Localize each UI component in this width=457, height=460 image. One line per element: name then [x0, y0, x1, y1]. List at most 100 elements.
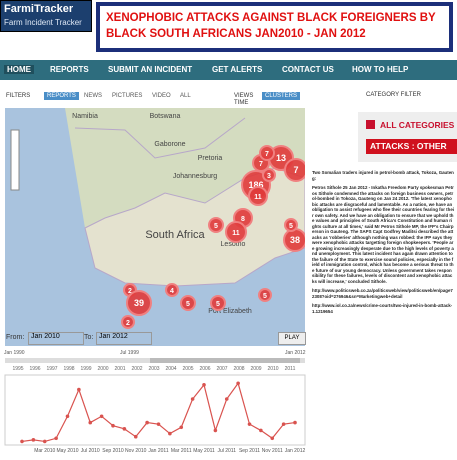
data-point — [111, 423, 115, 428]
cluster-label: 4 — [170, 288, 174, 295]
slider-label: Jan 2012 — [285, 350, 306, 356]
tagline: Farm Incident Tracker — [4, 18, 82, 27]
data-point — [88, 420, 93, 425]
data-point — [122, 427, 127, 431]
year-label: 2005 — [182, 366, 193, 372]
nav-item[interactable]: HOME — [4, 65, 34, 74]
nav-item[interactable]: REPORTS — [50, 65, 89, 74]
map-label: Pretoria — [198, 155, 223, 162]
x-tick-label: May 2010 — [57, 448, 79, 454]
data-point — [99, 414, 104, 419]
map-label: Botswana — [150, 113, 181, 120]
x-tick-label: Sep 2010 — [102, 448, 124, 454]
to-select[interactable]: Jan 2012 — [96, 332, 152, 345]
year-label: 2003 — [148, 366, 159, 372]
cluster-label: 38 — [290, 235, 300, 245]
timeline: Jan 1990 Jul 1999 Jan 2012 1995 1996 1997 1998… — [4, 350, 306, 454]
map-label: Namibia — [72, 113, 98, 120]
data-point — [42, 439, 47, 444]
year-label: 2004 — [165, 366, 176, 372]
slider-label: Jan 1990 — [4, 350, 25, 356]
cluster[interactable] — [225, 221, 247, 243]
cluster[interactable] — [259, 145, 275, 161]
logo-box: FarmiTracker Farm Incident Tracker — [0, 0, 92, 32]
plot-area — [4, 374, 306, 446]
data-point — [202, 383, 206, 387]
ocean — [5, 108, 305, 346]
article-paragraph: http://www.politicsweb.co.za/politicsweb… — [312, 288, 453, 299]
data-point — [259, 428, 263, 433]
nav-bar — [0, 60, 457, 80]
year-label: 2011 — [285, 366, 296, 372]
filter-item[interactable]: ALL — [180, 93, 191, 99]
year-label: 2007 — [216, 366, 227, 372]
cluster[interactable] — [165, 283, 179, 297]
nav-item[interactable]: GET ALERTS — [212, 65, 263, 74]
filter-item[interactable]: NEWS — [84, 93, 102, 99]
category-item[interactable]: ALL CATEGORIES — [380, 120, 455, 130]
year-label: 2001 — [114, 366, 125, 372]
nav-item[interactable]: CONTACT US — [282, 65, 334, 74]
cluster[interactable] — [210, 295, 226, 311]
from-select[interactable]: Jan 2010 — [28, 332, 84, 345]
data-point — [31, 438, 36, 442]
filter-item[interactable]: VIDEO — [152, 93, 171, 99]
cluster[interactable] — [248, 186, 268, 206]
cluster-label: 5 — [186, 301, 190, 308]
title-box: XENOPHOBIC ATTACKS AGAINST BLACK FOREIGN… — [96, 2, 453, 52]
year-label: 2006 — [199, 366, 210, 372]
year-label: 1996 — [29, 366, 40, 372]
map[interactable]: Namibia Botswana Gaborone Pretoria Johannesb… — [5, 108, 305, 346]
cluster[interactable] — [258, 288, 272, 302]
nav-item[interactable]: HOW TO HELP — [352, 65, 409, 74]
filter-item[interactable]: PICTURES — [112, 93, 143, 99]
year-label: 2002 — [131, 366, 142, 372]
slider-label: Jul 1999 — [120, 350, 139, 356]
year-label: 2010 — [267, 366, 278, 372]
cluster-label: 11 — [254, 194, 262, 201]
x-tick-label: Nov 2011 — [262, 448, 283, 454]
cluster-label: 2 — [126, 320, 130, 327]
data-point — [145, 420, 149, 425]
logo[interactable]: FarmiTracker — [4, 3, 74, 15]
data-point — [54, 436, 58, 441]
cluster-label: 13 — [276, 153, 286, 163]
nav-item[interactable]: SUBMIT AN INCIDENT — [108, 65, 193, 74]
filter-item[interactable]: REPORTS — [44, 92, 79, 100]
category-item[interactable]: ATTACKS : OTHER — [366, 139, 457, 154]
cluster-label: 11 — [232, 230, 240, 237]
cluster[interactable] — [284, 218, 298, 232]
year-label: 1997 — [46, 366, 57, 372]
page-title: XENOPHOBIC ATTACKS AGAINST BLACK FOREIGN… — [106, 12, 436, 40]
year-label: 2008 — [233, 366, 244, 372]
category-filter[interactable]: CATEGORY FILTER — [366, 92, 421, 98]
cluster[interactable] — [126, 290, 152, 316]
article-paragraph: Two Somalian traders injured in petrol-b… — [312, 170, 454, 181]
data-point — [190, 397, 195, 401]
article-paragraph: Petros Sithole 25 Jan 2012 - Inkatha Fre… — [312, 185, 454, 284]
data-point — [77, 387, 81, 392]
map-label: Port Elizabeth — [208, 308, 252, 315]
time-label: TIME — [234, 100, 249, 106]
x-tick-label: May 2011 — [193, 448, 215, 454]
data-point — [179, 425, 184, 430]
clusters-button[interactable]: CLUSTERS — [262, 92, 301, 100]
cluster[interactable] — [262, 168, 276, 182]
zoom-control[interactable] — [10, 129, 20, 191]
data-point — [20, 439, 24, 444]
x-tick-label: Mar 2011 — [171, 448, 192, 454]
data-point — [156, 422, 161, 426]
cluster[interactable] — [121, 315, 135, 329]
x-tick-label: Mar 2010 — [34, 448, 55, 454]
cluster[interactable] — [180, 295, 196, 311]
cluster-label: 2 — [128, 288, 132, 295]
cluster-label: 7 — [293, 165, 298, 175]
data-point — [65, 414, 70, 419]
cluster[interactable] — [284, 158, 305, 182]
map-label: Gaborone — [154, 141, 185, 148]
cluster[interactable] — [208, 217, 224, 233]
play-button[interactable]: PLAY — [278, 332, 306, 345]
cluster-label: 3 — [267, 173, 271, 180]
data-point — [224, 397, 229, 401]
